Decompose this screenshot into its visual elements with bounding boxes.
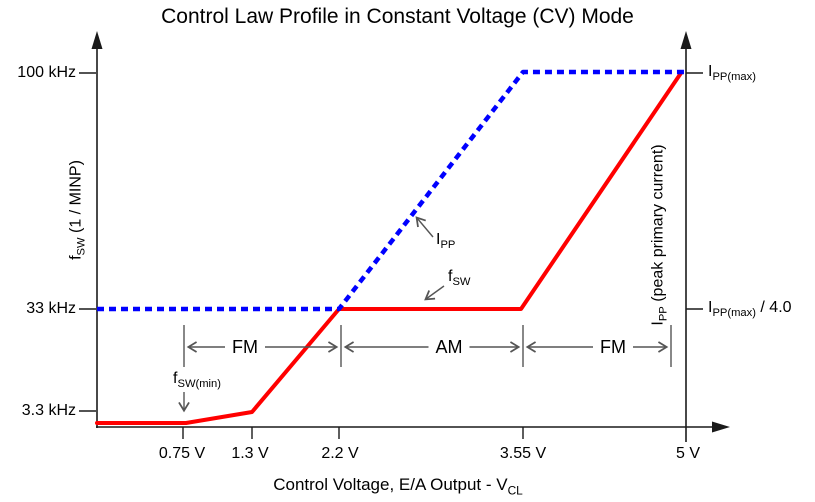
- x-tick-label-0-75v: 0.75 V: [158, 445, 206, 462]
- y-axis-left-label: fSW (1 / MINP): [67, 160, 88, 260]
- ipp-callout-label: IPP: [436, 231, 456, 252]
- fsw-curve: [95, 71, 683, 425]
- y-axis-right-arrowhead-icon: [680, 31, 692, 49]
- x-tick-label-3-55v: 3.55 V: [499, 445, 547, 462]
- y-tick-label-33khz: 33 kHz: [26, 300, 76, 317]
- ipp-curve: [97, 69, 686, 312]
- ipp-callout-arrow-icon: [415, 216, 434, 238]
- y-tick-label-100khz: 100 kHz: [17, 64, 76, 81]
- y-axis-right-label: IPP (peak primary current): [649, 144, 670, 326]
- fsw-callout-arrow-icon: [424, 285, 445, 301]
- x-axis-label: Control Voltage, E/A Output - VCL: [273, 475, 523, 498]
- fsw-min-label: fSW(min): [173, 370, 221, 391]
- x-tick-label-1-3v: 1.3 V: [231, 445, 269, 462]
- y-tick-label-ipp-max: IPP(max): [708, 63, 756, 84]
- y-axis-left-arrowhead-icon: [91, 31, 103, 49]
- x-axis-arrowhead-icon: [712, 421, 730, 433]
- x-tick-label-2-2v: 2.2 V: [321, 445, 359, 462]
- region-label-am: AM: [428, 336, 470, 358]
- y-tick-label-3-3khz: 3.3 kHz: [21, 402, 76, 419]
- region-label-fm1: FM: [225, 336, 265, 358]
- x-tick-label-5v: 5 V: [675, 445, 701, 462]
- region-label-fm2: FM: [593, 336, 633, 358]
- y-tick-label-ipp-quarter: IPP(max) / 4.0: [708, 299, 792, 320]
- chart-title: Control Law Profile in Constant Voltage …: [161, 5, 634, 28]
- fsw-callout-label: fSW: [448, 268, 471, 289]
